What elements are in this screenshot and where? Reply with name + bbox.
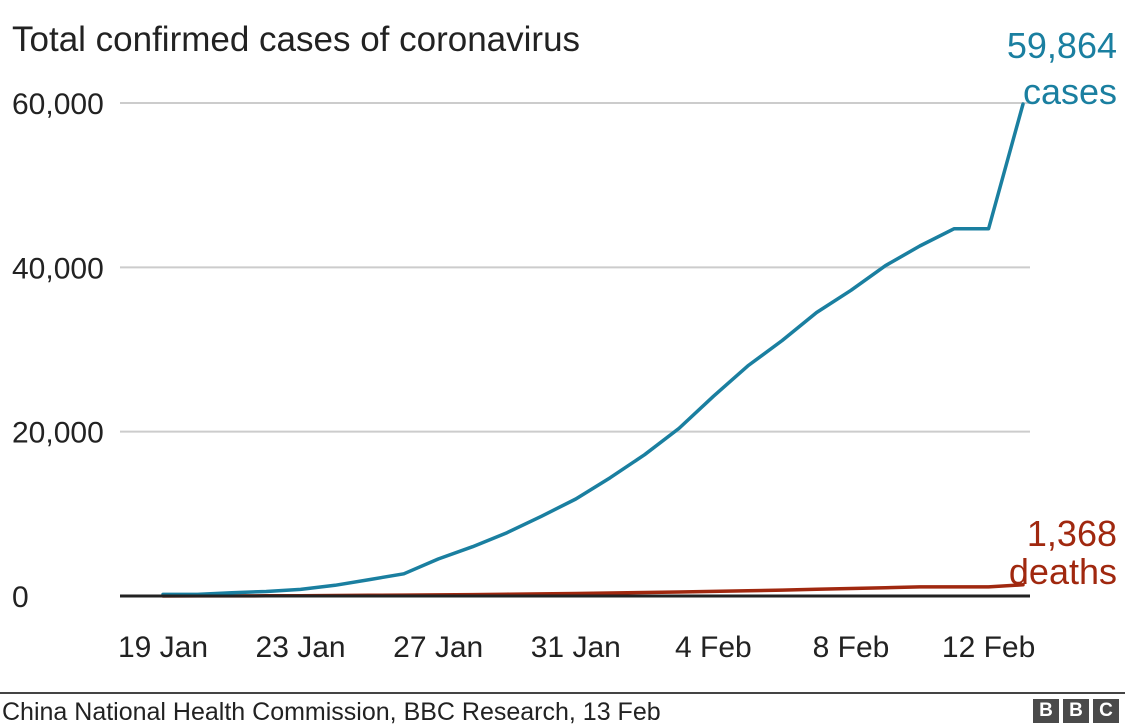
x-tick-label: 8 Feb [813, 631, 890, 664]
x-tick-label: 12 Feb [942, 631, 1035, 664]
x-tick-label: 27 Jan [393, 631, 483, 664]
logo-letter-b1: B [1033, 699, 1059, 723]
y-axis-ticks: 0 20,000 40,000 60,000 [12, 88, 104, 614]
footer-divider [0, 692, 1125, 694]
y-tick-label: 0 [12, 581, 29, 614]
x-tick-label: 31 Jan [531, 631, 621, 664]
annotation-cases-unit: cases [1023, 71, 1117, 112]
series-layer [161, 102, 1025, 598]
line-chart: 0 20,000 40,000 60,000 19 Jan 23 Jan 27 Jan 31… [12, 25, 1117, 664]
logo-letter-b2: B [1063, 699, 1089, 723]
x-tick-label: 4 Feb [675, 631, 752, 664]
chart-title: Total confirmed cases of coronavirus [12, 20, 581, 59]
annotation-deaths-value: 1,368 [1027, 513, 1117, 554]
annotation-cases-value: 59,864 [1007, 25, 1117, 66]
annotation-deaths-unit: deaths [1009, 551, 1117, 592]
x-tick-label: 19 Jan [118, 631, 208, 664]
series-line-cases [161, 102, 1025, 597]
bbc-logo: B B C [1033, 699, 1119, 723]
y-tick-label: 40,000 [12, 252, 104, 285]
y-tick-label: 20,000 [12, 417, 104, 450]
y-tick-label: 60,000 [12, 88, 104, 121]
grid-lines [120, 102, 1030, 433]
x-axis-ticks: 19 Jan 23 Jan 27 Jan 31 Jan 4 Feb 8 Feb 12 Feb [118, 631, 1035, 664]
logo-letter-c: C [1093, 699, 1119, 723]
source-note: China National Health Commission, BBC Re… [2, 698, 661, 726]
x-tick-label: 23 Jan [256, 631, 346, 664]
